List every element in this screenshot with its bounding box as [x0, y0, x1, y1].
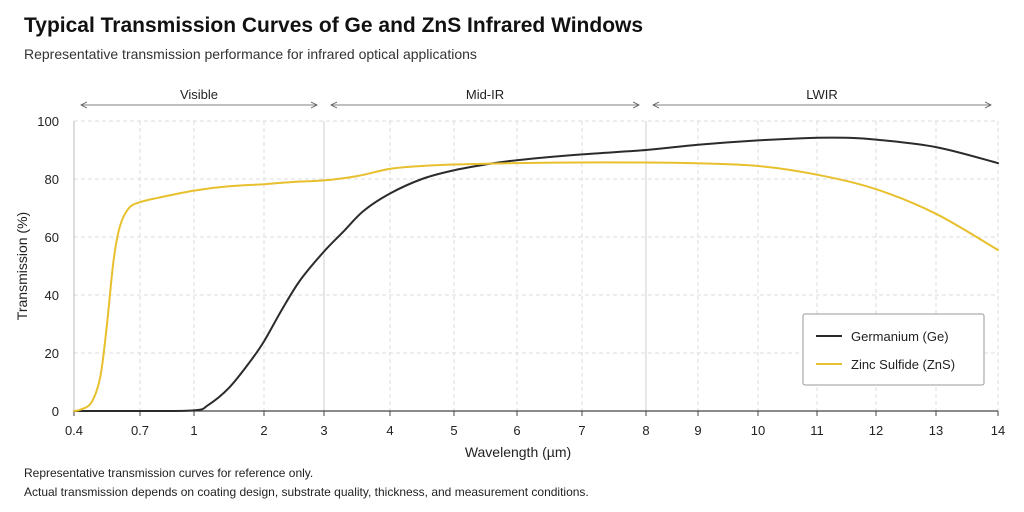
- x-tick-label: 7: [578, 423, 585, 438]
- arrow-right-icon: [632, 101, 640, 109]
- footnote-1: Representative transmission curves for r…: [24, 466, 314, 480]
- x-tick-label: 14: [991, 423, 1005, 438]
- legend-item: Zinc Sulfide (ZnS): [816, 357, 955, 372]
- y-tick-label: 60: [45, 230, 59, 245]
- x-tick-label: 13: [929, 423, 943, 438]
- x-tick-label: 0.4: [65, 423, 83, 438]
- arrow-right-icon: [984, 101, 992, 109]
- region-markers: Visible Mid-IR LWIR: [80, 87, 992, 109]
- arrow-left-icon: [80, 101, 88, 109]
- legend-box: [802, 313, 985, 386]
- region-label: LWIR: [806, 87, 838, 102]
- x-axis-label: Wavelength (µm): [465, 444, 571, 460]
- legend: Germanium (Ge) Zinc Sulfide (ZnS): [802, 313, 985, 386]
- x-tick-label: 9: [694, 423, 701, 438]
- series-line-germanium-ge: [73, 136, 999, 413]
- region-visible: Visible: [80, 87, 318, 109]
- series-lines: [73, 136, 999, 413]
- y-tick-label: 0: [52, 404, 59, 419]
- x-tick-label: 6: [513, 423, 520, 438]
- x-tick-label: 8: [642, 423, 649, 438]
- legend-label: Germanium (Ge): [851, 329, 949, 344]
- arrow-left-icon: [330, 101, 338, 109]
- chart-title: Typical Transmission Curves of Ge and Zn…: [24, 14, 644, 37]
- region-lwir: LWIR: [652, 87, 992, 109]
- y-axis-label: Transmission (%): [14, 212, 30, 320]
- legend-item: Germanium (Ge): [816, 329, 949, 344]
- y-tick-label: 80: [45, 172, 59, 187]
- region-label: Visible: [180, 87, 218, 102]
- x-tick-label: 0.7: [131, 423, 149, 438]
- arrow-left-icon: [652, 101, 660, 109]
- arrow-right-icon: [310, 101, 318, 109]
- legend-label: Zinc Sulfide (ZnS): [851, 357, 955, 372]
- y-tick-label: 100: [37, 114, 59, 129]
- x-tick-label: 10: [751, 423, 765, 438]
- y-tick-label: 20: [45, 346, 59, 361]
- footnote-2: Actual transmission depends on coating d…: [24, 485, 589, 499]
- y-tick-label: 40: [45, 288, 59, 303]
- x-tick-label: 1: [190, 423, 197, 438]
- region-mid-ir: Mid-IR: [330, 87, 640, 109]
- region-label: Mid-IR: [466, 87, 504, 102]
- x-tick-label: 11: [810, 423, 824, 438]
- series-line-zinc-sulfide-zns: [73, 161, 999, 412]
- x-tick-label: 12: [869, 423, 883, 438]
- x-tick-label: 4: [386, 423, 393, 438]
- x-tick-label: 3: [320, 423, 327, 438]
- x-tick-label: 5: [450, 423, 457, 438]
- chart-subtitle: Representative transmission performance …: [24, 46, 477, 62]
- x-tick-label: 2: [260, 423, 267, 438]
